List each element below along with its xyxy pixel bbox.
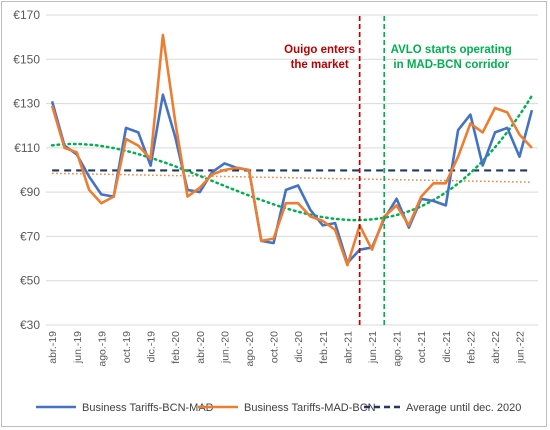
x-tick-label: abr.-19 [47,331,59,364]
y-tick-label: €170 [13,8,40,22]
y-tick-label: €130 [13,97,40,111]
x-tick-label: oct.-20 [269,331,281,363]
legend-label: Average until dec. 2020 [406,402,521,414]
y-tick-label: €30 [20,318,40,332]
y-tick-label: €90 [20,185,40,199]
polynomial-trendline [50,94,534,222]
x-tick-label: abr.-22 [490,331,502,364]
avlo-annotation: in MAD-BCN corridor [393,59,509,71]
x-tick-label: ago.-21 [392,331,404,367]
x-tick-label: feb.-20 [170,331,182,364]
legend-label: Business Tariffs-BCN-MAD [82,402,214,414]
avlo-annotation: AVLO starts operating [391,44,512,56]
ouigo-annotation: Ouigo enters [284,44,355,56]
x-tick-label: jun.-19 [72,331,84,364]
y-tick-label: €150 [13,52,40,66]
x-tick-label: oct.-21 [416,331,428,363]
x-tick-label: ago.-19 [96,331,108,367]
x-tick-label: dic.-20 [293,331,305,363]
x-tick-label: dic.-21 [441,331,453,363]
x-tick-label: ago.-20 [244,331,256,367]
x-tick-label: feb.-22 [465,331,477,364]
x-tick-label: abr.-21 [342,331,354,364]
series-line-mad-bcn [50,33,533,267]
ouigo-annotation: the market [291,59,349,71]
y-tick-label: €50 [20,274,40,288]
x-tick-label: jun.-20 [219,331,231,364]
x-tick-label: dic.-19 [146,331,158,363]
y-tick-label: €70 [20,229,40,243]
x-tick-label: feb.-21 [318,331,330,364]
x-tick-label: jun.-21 [367,331,379,364]
x-tick-label: oct.-19 [121,331,133,363]
x-tick-label: jun.-22 [515,331,527,364]
x-tick-label: abr.-20 [195,331,207,364]
series-line-bcn-mad [50,93,534,265]
legend-label: Business Tariffs-MAD-BCN [244,402,376,414]
y-tick-label: €110 [14,141,40,155]
